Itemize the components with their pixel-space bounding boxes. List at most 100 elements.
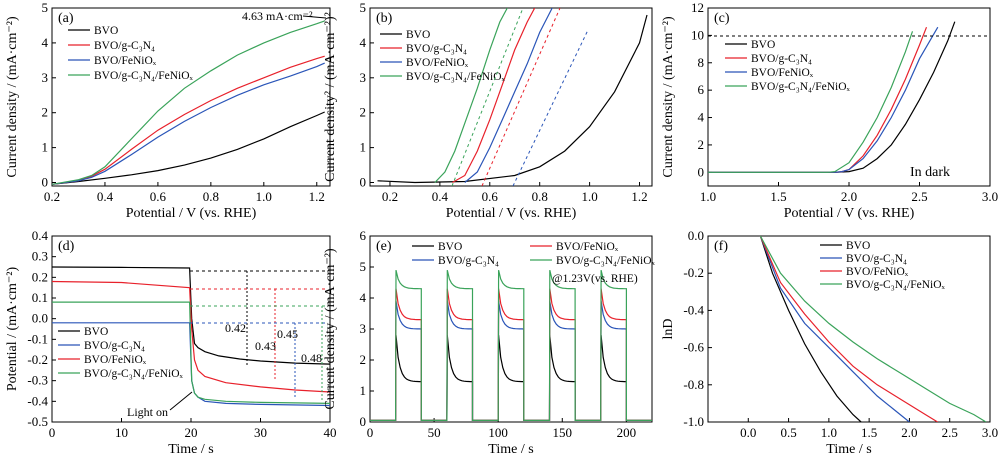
y-tick-label: 3 <box>360 70 367 85</box>
y-axis-label: Current density / (mA·cm⁻²) <box>661 16 676 178</box>
in-dark-label: In dark <box>910 165 950 180</box>
panel-label: (b) <box>376 11 393 26</box>
panel-label: (f) <box>714 239 728 254</box>
x-tick-label: 0.2 <box>382 189 398 204</box>
legend-label: BVO/FeNiOₓ <box>94 55 157 67</box>
x-tick-label: 0.5 <box>780 425 796 440</box>
legend-label: BVO/g-C₃N₄/FeNiOₓ <box>751 81 851 93</box>
series-line-1 <box>370 335 652 421</box>
y-tick-label: 8 <box>698 55 705 70</box>
y-tick-label: 0 <box>360 414 367 429</box>
legend-label: BVO/FeNiOₓ <box>556 241 619 253</box>
x-tick-label: 2.5 <box>911 189 927 204</box>
x-axis-label: Potential / V (vs. RHE) <box>126 206 257 221</box>
y-tick-label: 10 <box>691 27 704 42</box>
legend-label: BVO/g-C₃N₄/FeNiOₓ <box>84 368 184 380</box>
legend-label: BVO/FeNiOₓ <box>751 67 814 79</box>
x-tick-label: 2.5 <box>942 425 958 440</box>
chart-panel-6: 0.0 0.5 1.0 1.5 2.0 2.5 3.0 0.0 -0.2 -0.4 -0.6 -0.8… <box>661 228 998 454</box>
y-axis-label: lnD <box>661 319 676 340</box>
chart-panel-3: 1.0 1.5 2.0 2.5 3.0 0 2 4 6 8 10 12 Potential / V (v… <box>661 0 998 221</box>
series-line-2 <box>52 55 325 185</box>
series-line-4 <box>52 301 330 404</box>
series-layer <box>377 8 648 184</box>
delta-label: 0.43 <box>255 339 276 353</box>
series-line-1 <box>759 236 862 422</box>
series-line-3 <box>464 8 553 183</box>
series-line-4 <box>759 236 987 422</box>
y-tick-label: 0.2 <box>32 269 48 284</box>
annotation-a: 4.63 mA·cm⁻² <box>242 9 327 23</box>
y-tick-label: -0.6 <box>683 340 704 355</box>
x-tick-label: 3.0 <box>982 189 998 204</box>
plot-frame <box>369 7 653 187</box>
x-axis-label: Time / s <box>488 442 533 454</box>
series-layer <box>52 20 325 185</box>
light-on-label: Light on <box>127 405 168 419</box>
legend-label: BVO/FeNiOₓ <box>846 266 909 278</box>
series-line-3 <box>759 236 938 422</box>
x-tick-label: 1.0 <box>700 189 716 204</box>
tangent-dash <box>512 29 589 186</box>
series-line-4 <box>370 269 652 421</box>
series-line-1 <box>52 266 330 365</box>
series-line-4 <box>434 8 508 183</box>
y-tick-label: -0.4 <box>683 302 704 317</box>
y-tick-label: 0.1 <box>32 290 48 305</box>
y-tick-label: -0.5 <box>27 414 48 429</box>
x-tick-label: 20 <box>185 425 198 440</box>
x-tick-label: 0.2 <box>44 189 60 204</box>
y-tick-label: 0.0 <box>688 228 704 243</box>
y-tick-label: -0.1 <box>27 331 48 346</box>
y-tick-label: 12 <box>691 0 704 15</box>
panel-label: (c) <box>714 11 730 26</box>
x-tick-label: 0.8 <box>532 189 548 204</box>
delta-label: 0.45 <box>277 327 298 341</box>
x-axis-label: Time / s <box>826 442 871 454</box>
y-tick-label: 2 <box>42 105 49 120</box>
x-tick-label: 0.6 <box>482 189 499 204</box>
y-tick-label: -0.2 <box>683 265 704 280</box>
x-tick-label: 1.0 <box>256 189 272 204</box>
series-line-2 <box>708 26 928 173</box>
y-tick-label: -1.0 <box>683 414 704 429</box>
x-axis-label: Time / s <box>168 442 213 454</box>
legend-label: BVO/g-C₃N₄/FeNiOₓ <box>406 71 506 83</box>
series-line-1 <box>377 14 648 184</box>
y-tick-label: -0.4 <box>27 393 48 408</box>
y-tick-label: 4 <box>42 35 49 50</box>
y-tick-label: 2 <box>698 137 705 152</box>
y-tick-label: 0 <box>42 175 49 190</box>
y-axis-label: Potential / (mA·cm⁻²) <box>5 266 20 391</box>
y-tick-label: 1 <box>42 140 49 155</box>
legend-label: BVO/g-C₃N₄ <box>438 255 499 267</box>
bias-label: @1.23V(vs. RHE) <box>552 273 638 285</box>
legend-label: BVO <box>846 240 870 252</box>
annotation-d: 0.42 0.430.450.48 Light on <box>127 270 328 419</box>
light-on-arrow <box>169 391 193 411</box>
y-tick-label: -0.2 <box>27 352 48 367</box>
series-line-4 <box>52 20 325 185</box>
series-line-2 <box>452 8 536 184</box>
plot-frame <box>707 235 991 423</box>
series-line-1 <box>708 21 956 173</box>
y-axis-label: Current density² / (mA·cm⁻²)² <box>323 12 338 182</box>
x-tick-label: 0 <box>367 425 374 440</box>
y-tick-label: 3 <box>42 70 49 85</box>
series-line-3 <box>370 288 652 421</box>
legend-label: BVO <box>751 39 775 51</box>
chart-panel-2: 0.2 0.4 0.6 0.8 1.0 1.2 0 1 2 3 4 5 Potential / V (v… <box>323 0 653 221</box>
legend-label: BVO/FeNiOₓ <box>406 57 469 69</box>
y-tick-label: 1 <box>360 383 367 398</box>
y-axis-label: Current density / (mA·cm⁻²) <box>5 16 20 178</box>
x-tick-label: 50 <box>428 425 441 440</box>
chart-panel-1: 0.2 0.4 0.6 0.8 1.0 1.2 0 1 2 3 4 5 Potential / V (v… <box>5 0 331 221</box>
x-tick-label: 30 <box>254 425 267 440</box>
series-layer <box>370 269 652 421</box>
tangent-dash <box>451 8 524 186</box>
x-tick-label: 0.4 <box>97 189 114 204</box>
panel-label: (e) <box>376 239 392 254</box>
x-tick-label: 0 <box>49 425 56 440</box>
series-layer <box>708 21 956 173</box>
